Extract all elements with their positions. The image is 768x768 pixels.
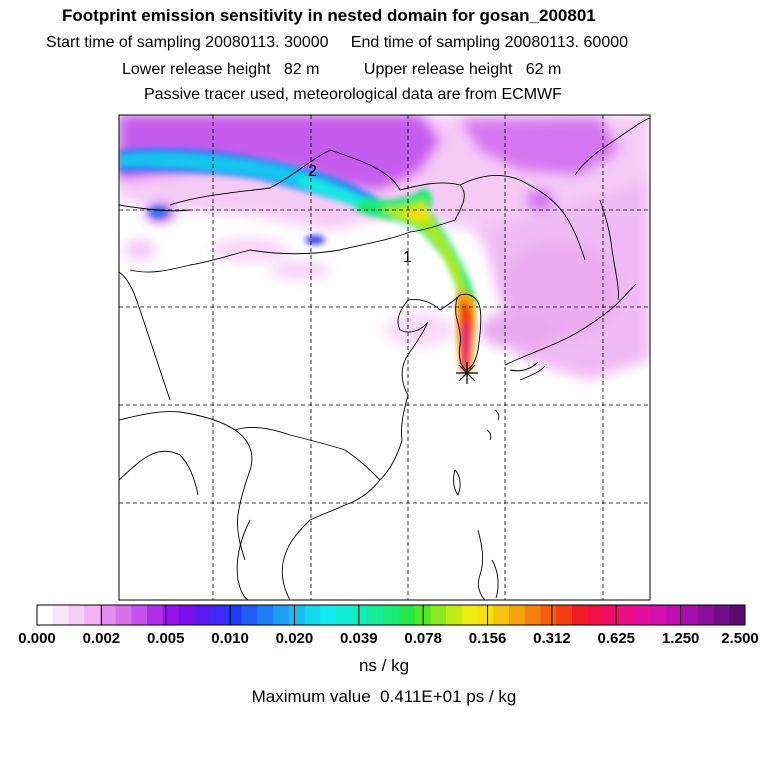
map-frame [118,114,651,601]
colorbar-swatch [729,605,746,625]
colorbar-swatch [430,605,447,625]
sampling-time-line: Start time of sampling 20080113. 30000 E… [46,34,629,51]
colorbar-swatch [383,605,400,625]
release-height-line: Lower release height 82 m Upper release … [122,61,562,78]
colorbar-tick-label: 0.625 [597,630,636,647]
colorbar-swatch [225,605,242,625]
colorbar-swatch [115,605,132,625]
colorbar-swatch [37,605,54,625]
colorbar-swatch [147,605,164,625]
colorbar-swatch [367,605,384,625]
colorbar-tick-label: 0.020 [275,630,314,647]
colorbar-swatch [619,605,636,625]
colorbar-tick-label: 0.039 [340,630,378,647]
colorbar-swatch [351,605,368,625]
colorbar-tick-label: 2.500 [721,630,759,647]
maximum-value: Maximum value 0.411E+01 ps / kg [251,687,517,706]
colorbar-swatch [461,605,478,625]
colorbar-swatch [713,605,730,625]
colorbar-swatch [603,605,620,625]
colorbar-swatch [650,605,667,625]
colorbar-swatch [682,605,699,625]
sensitivity-field [119,115,650,380]
colorbar-swatch [99,605,117,625]
colorbar-swatch [446,605,463,625]
colorbar-swatch [178,605,195,625]
colorbar-frame [36,604,746,626]
coastlines [119,117,650,600]
colorbar-tick-label: 1.250 [661,630,700,647]
map-title: Footprint emission sensitivity in nested… [62,6,596,25]
point-label-2: 2 [308,163,317,180]
colorbar-swatch [68,605,85,625]
colorbar-tick-label: 0.002 [82,630,121,647]
colorbar-swatch [556,605,573,625]
colorbar-swatch [335,605,353,625]
colorbar-swatch [194,605,211,625]
colorbar-swatch [697,605,714,625]
tracer-info-line: Passive tracer used, meteorological data… [144,86,562,103]
colorbar-tick-label: 0.005 [146,630,185,647]
colorbar [36,604,746,626]
colorbar-tick-label: 0.078 [404,630,442,647]
colorbar-swatch [162,605,179,625]
colorbar-swatch [587,605,604,625]
colorbar-swatch [304,605,321,625]
colorbar-swatch [210,605,227,625]
colorbar-swatch [666,605,683,625]
asterisk-icon [456,362,478,384]
colorbar-swatch [524,605,541,625]
colorbar-swatch [398,605,415,625]
colorbar-swatch [540,605,557,625]
colorbar-swatch [509,605,526,625]
colorbar-swatch [571,605,589,625]
colorbar-swatch [131,605,148,625]
colorbar-swatch [414,605,431,625]
colorbar-swatch [257,605,274,625]
colorbar-swatch [84,605,101,625]
point-label-1: 1 [403,249,412,266]
colorbar-tick-label: 0.000 [18,630,56,647]
colorbar-tick-label: 0.156 [468,630,507,647]
colorbar-tick-label: 0.010 [211,630,249,647]
colorbar-unit: ns / kg [358,656,410,675]
colorbar-swatch [320,605,337,625]
colorbar-swatch [493,605,510,625]
colorbar-tick-label: 0.312 [533,630,571,647]
colorbar-swatch [477,605,494,625]
colorbar-swatch [241,605,258,625]
colorbar-swatch [634,605,651,625]
colorbar-swatch [288,605,305,625]
colorbar-swatch [52,605,69,625]
colorbar-swatch [273,605,290,625]
